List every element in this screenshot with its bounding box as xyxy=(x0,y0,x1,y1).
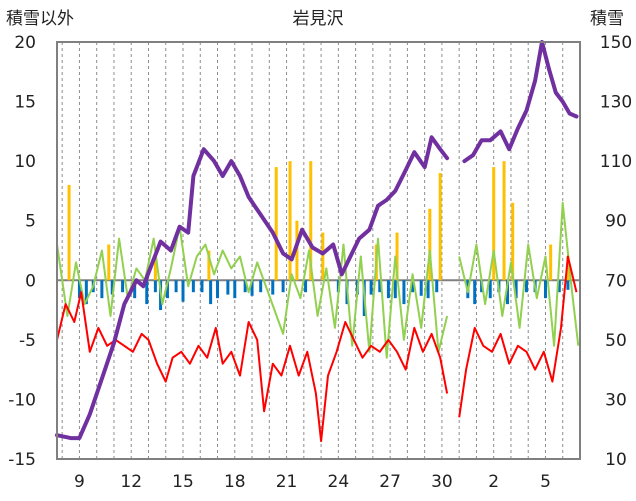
precipitation-bar-7 xyxy=(309,161,313,281)
left-tick-label: -10 xyxy=(8,390,36,410)
negative-bar-17 xyxy=(226,280,230,295)
x-tick-label: 27 xyxy=(379,472,401,492)
negative-bar-13 xyxy=(191,280,195,293)
negative-bar-32 xyxy=(393,280,397,299)
negative-bar-22 xyxy=(271,280,275,295)
temperature-line xyxy=(56,255,578,443)
right-tick-label: 110 xyxy=(600,152,632,172)
chart-title: 岩見沢 xyxy=(293,9,344,29)
negative-bar-21 xyxy=(259,280,263,293)
other-series-line xyxy=(56,201,580,359)
x-tick-label: 5 xyxy=(540,472,551,492)
left-tick-label: 5 xyxy=(25,212,36,232)
negative-bar-34 xyxy=(411,280,415,293)
negative-bar-11 xyxy=(174,280,178,293)
precipitation-bar-17 xyxy=(566,256,570,281)
right-tick-label: 10 xyxy=(605,450,627,470)
right-tick-label: 130 xyxy=(600,93,632,113)
negative-bar-24 xyxy=(304,280,308,293)
left-tick-label: -5 xyxy=(19,331,36,351)
negative-bar-6 xyxy=(133,280,137,299)
negative-bar-14 xyxy=(200,280,204,293)
negative-bar-45 xyxy=(524,280,528,293)
negative-bar-30 xyxy=(378,280,382,293)
x-tick-label: 15 xyxy=(172,472,194,492)
precipitation-bar-8 xyxy=(321,232,325,281)
precipitation-bar-0 xyxy=(67,184,71,281)
negative-bar-16 xyxy=(216,280,220,299)
negative-bar-8 xyxy=(153,280,157,293)
left-tick-label: 0 xyxy=(25,271,36,291)
x-tick-label: 18 xyxy=(224,472,246,492)
right-tick-label: 30 xyxy=(605,390,627,410)
negative-bar-44 xyxy=(514,280,518,299)
negative-bar-47 xyxy=(543,280,547,299)
precipitation-bar-10 xyxy=(395,232,399,281)
negative-bar-0 xyxy=(77,280,81,299)
negative-bar-41 xyxy=(488,280,492,299)
negative-bar-1 xyxy=(84,280,88,305)
left-axis-label: 積雪以外 xyxy=(6,9,74,29)
right-tick-label: 70 xyxy=(605,271,627,291)
precipitation-bar-15 xyxy=(511,202,515,281)
x-tick-label: 24 xyxy=(328,472,350,492)
negative-bar-29 xyxy=(369,280,373,295)
x-tick-label: 2 xyxy=(488,472,499,492)
precipitation-bar-11 xyxy=(428,208,432,281)
snow-depth-line xyxy=(55,40,579,441)
left-tick-label: 15 xyxy=(14,93,36,113)
negative-bar-12 xyxy=(181,280,185,302)
left-tick-label: -15 xyxy=(8,450,36,470)
precipitation-bar-3 xyxy=(207,250,211,281)
precipitation-bar-2 xyxy=(153,256,157,281)
precipitation-bar-16 xyxy=(549,244,553,281)
precipitation-bar-1 xyxy=(107,244,111,281)
x-tick-label: 12 xyxy=(120,472,142,492)
x-tick-label: 30 xyxy=(431,472,453,492)
precipitation-bar-5 xyxy=(288,161,292,281)
right-tick-label: 150 xyxy=(600,33,632,53)
negative-bar-23 xyxy=(281,280,285,293)
negative-bar-19 xyxy=(243,280,247,293)
negative-bar-35 xyxy=(419,280,423,296)
negative-bar-3 xyxy=(100,280,104,299)
x-tick-label: 9 xyxy=(74,472,85,492)
negative-bar-7 xyxy=(145,280,149,305)
left-tick-label: 10 xyxy=(14,152,36,172)
x-tick-label: 21 xyxy=(276,472,298,492)
left-tick-label: 20 xyxy=(14,33,36,53)
negative-bar-36 xyxy=(426,280,430,299)
negative-bar-48 xyxy=(557,280,561,293)
plot-frame xyxy=(56,41,581,460)
negative-bar-37 xyxy=(435,280,439,293)
negative-bar-33 xyxy=(402,280,406,305)
negative-bar-5 xyxy=(121,280,125,293)
negative-bar-20 xyxy=(250,280,254,296)
negative-bar-39 xyxy=(473,280,477,305)
precipitation-bar-12 xyxy=(438,173,442,281)
negative-bar-43 xyxy=(506,280,510,305)
right-tick-label: 90 xyxy=(605,212,627,232)
precipitation-bar-4 xyxy=(274,167,278,281)
negative-bar-10 xyxy=(165,280,169,299)
negative-bar-4 xyxy=(110,280,114,295)
negative-bar-18 xyxy=(233,280,237,299)
right-axis-label: 積雪 xyxy=(590,9,624,29)
precipitation-bar-14 xyxy=(502,161,506,281)
negative-bar-15 xyxy=(209,280,213,305)
right-tick-label: 50 xyxy=(605,331,627,351)
negative-bar-31 xyxy=(386,280,390,299)
precipitation-bar-13 xyxy=(492,167,496,281)
negative-bar-49 xyxy=(566,280,570,290)
